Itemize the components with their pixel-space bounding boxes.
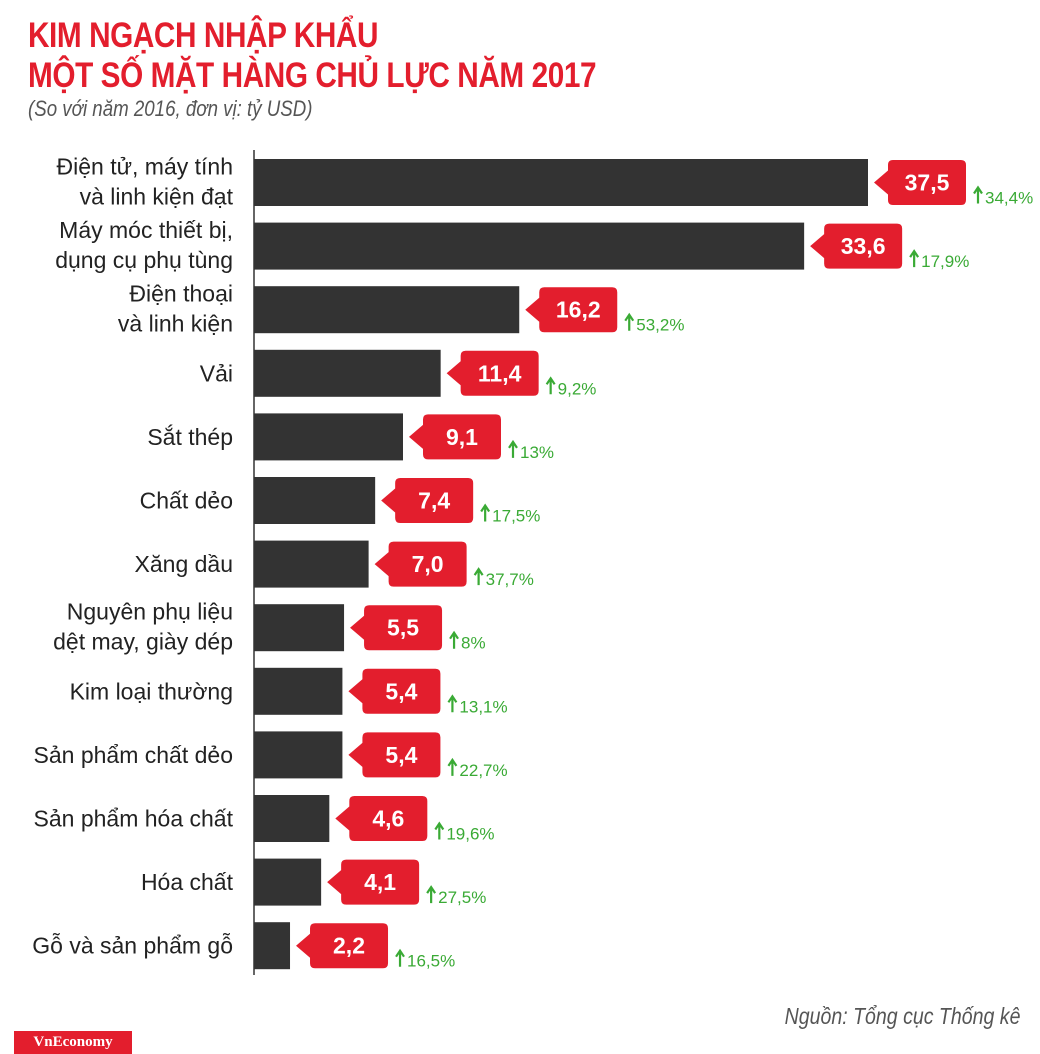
value-badge <box>296 923 389 969</box>
value-label: 2,2 <box>333 933 365 959</box>
arrow-up-icon <box>447 694 458 713</box>
value-badge <box>348 732 441 778</box>
category-label: và linh kiện đạt <box>80 184 234 210</box>
arrow-up-icon <box>624 312 635 331</box>
bar <box>254 222 805 270</box>
bar <box>254 731 343 779</box>
value-label: 16,2 <box>556 297 601 323</box>
chart-title-line-2: MỘT SỐ MẶT HÀNG CHỦ LỰC NĂM 2017 <box>28 56 597 95</box>
change-label: 27,5% <box>438 888 486 907</box>
value-badge <box>374 541 467 587</box>
category-label: Gỗ và sản phẩm gỗ <box>32 933 233 959</box>
value-label: 4,6 <box>372 806 404 832</box>
arrow-up-icon <box>508 439 518 458</box>
arrow-up-icon <box>449 630 459 649</box>
category-label: Sản phẩm chất dẻo <box>34 742 233 768</box>
change-label: 16,5% <box>407 952 455 971</box>
bar <box>254 540 369 588</box>
value-badge <box>348 668 441 714</box>
arrow-up-icon <box>545 376 556 395</box>
bar <box>254 477 376 524</box>
value-label: 5,4 <box>385 742 417 768</box>
category-label: Sắt thép <box>147 424 233 450</box>
value-badge <box>408 414 501 460</box>
change-label: 37,7% <box>486 570 534 589</box>
category-label: và linh kiện <box>118 311 233 337</box>
change-label: 13,1% <box>459 697 507 716</box>
category-label: Nguyên phụ liệu <box>67 599 233 625</box>
value-label: 37,5 <box>905 170 950 196</box>
bar <box>254 286 520 334</box>
value-label: 5,4 <box>385 678 417 704</box>
value-badge <box>446 350 539 396</box>
bar <box>254 922 291 970</box>
value-badge <box>327 859 420 905</box>
arrow-up-icon <box>473 567 484 586</box>
change-label: 53,2% <box>636 316 684 335</box>
source-note: Nguồn: Tổng cục Thống kê <box>784 1003 1020 1029</box>
change-label: 34,4% <box>985 189 1033 208</box>
change-label: 17,9% <box>921 252 969 271</box>
bar <box>254 349 441 397</box>
chart-subtitle: (So với năm 2016, đơn vị: tỷ USD) <box>28 96 313 121</box>
bar <box>254 604 345 652</box>
arrow-up-icon <box>480 503 491 522</box>
bar <box>254 795 330 842</box>
change-label: 13% <box>520 443 554 462</box>
arrow-up-icon <box>434 821 445 840</box>
change-label: 17,5% <box>492 507 540 526</box>
arrow-up-icon <box>909 249 920 268</box>
value-label: 33,6 <box>841 233 886 259</box>
value-label: 11,4 <box>478 360 522 386</box>
chart-title-line-1: KIM NGẠCH NHẬP KHẨU <box>28 16 379 55</box>
arrow-up-icon <box>973 185 983 204</box>
bar-chart: Điện tử, máy tính và linh kiện đạt 37,5 34,… <box>32 150 1033 975</box>
change-label: 9,2% <box>558 379 597 398</box>
value-badge <box>525 287 618 333</box>
change-label: 22,7% <box>459 761 507 780</box>
value-badge <box>350 605 443 651</box>
value-label: 7,0 <box>412 551 444 577</box>
value-badge <box>335 796 428 841</box>
bar <box>254 159 868 206</box>
value-badge <box>810 223 903 269</box>
category-label: Sản phẩm hóa chất <box>34 806 234 832</box>
arrow-up-icon <box>426 885 437 904</box>
category-label: Điện thoại <box>129 281 233 307</box>
category-label: Máy móc thiết bị, <box>59 217 233 243</box>
change-label: 19,6% <box>446 825 494 844</box>
vneconomy-logo: VnEconomy <box>14 1031 132 1054</box>
bar <box>254 858 322 906</box>
bar <box>254 413 403 461</box>
arrow-up-icon <box>447 757 458 776</box>
category-label: Chất dẻo <box>140 488 233 514</box>
category-label: dụng cụ phụ tùng <box>55 247 233 273</box>
value-label: 5,5 <box>387 615 419 641</box>
category-label: Điện tử, máy tính <box>57 154 233 180</box>
bar <box>254 667 343 715</box>
value-label: 9,1 <box>446 424 478 450</box>
change-label: 8% <box>461 634 486 653</box>
value-label: 7,4 <box>418 488 450 514</box>
category-label: Hóa chất <box>141 869 234 895</box>
value-badge <box>381 478 474 523</box>
category-label: Vải <box>200 360 233 386</box>
category-label: Xăng dầu <box>135 551 233 577</box>
category-label: Kim loại thường <box>70 678 233 704</box>
value-badge <box>874 160 966 205</box>
arrow-up-icon <box>395 948 405 967</box>
category-label: dệt may, giày dép <box>53 629 233 655</box>
value-label: 4,1 <box>364 869 396 895</box>
